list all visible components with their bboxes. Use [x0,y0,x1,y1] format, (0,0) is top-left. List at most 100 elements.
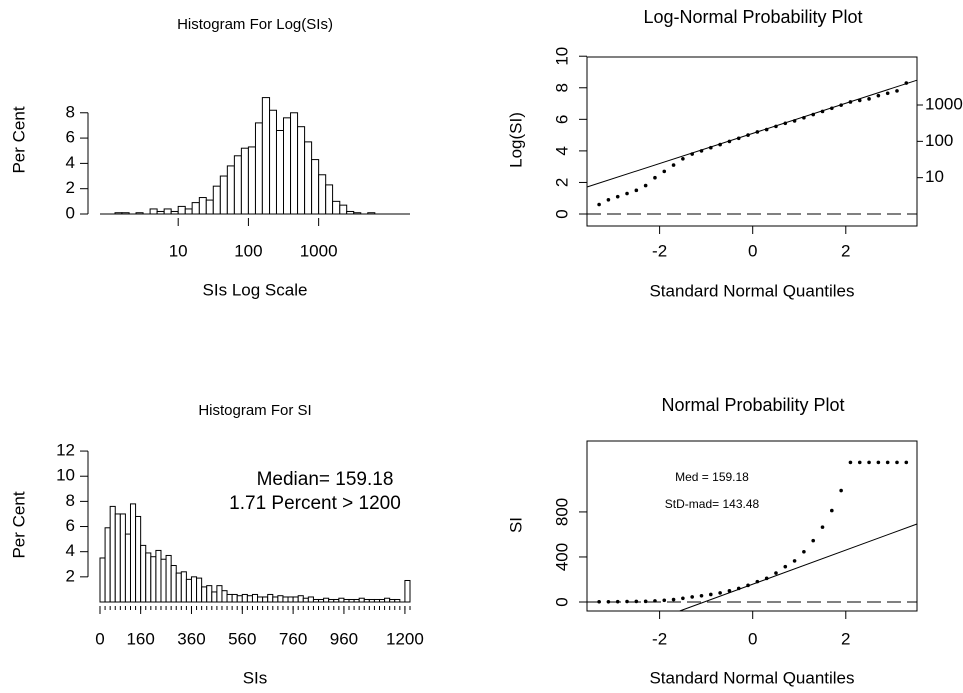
data-point [755,130,760,134]
data-point [774,571,778,575]
x-tick-label: 0 [748,629,757,648]
data-point [718,142,722,147]
bar [150,556,157,603]
data-point [699,594,704,598]
data-point [802,549,806,554]
y-tick-label: 8 [552,83,571,92]
data-point [867,460,871,465]
bar [104,527,111,603]
bar [190,576,198,603]
data-point [671,163,676,167]
bar [307,596,314,603]
bar [318,598,325,603]
y-axis-label: SI [506,517,525,533]
bar [99,557,106,603]
x-tick-label: 360 [177,629,205,648]
bar [373,598,381,603]
annotation: 1.71 Percent > 1200 [229,493,401,514]
bar [170,210,179,215]
bar [198,197,207,215]
y-tick-label: 10 [552,47,571,66]
bar [290,112,299,215]
bar [201,586,208,603]
bar [332,200,341,215]
data-point [653,175,657,180]
data-point [597,202,601,207]
bar [119,513,126,603]
bar [262,596,269,603]
y-axis-label: Log(SI) [506,112,525,168]
data-point [755,579,760,584]
data-point [792,119,797,123]
bar [384,597,391,603]
bar [275,129,285,215]
chart-title: Histogram For Log(SIs) [177,16,333,33]
bar [287,596,294,603]
bar [333,598,340,603]
bar [226,593,233,603]
bar [170,565,177,603]
bar [211,591,218,603]
bar [135,515,142,603]
bar [221,590,228,603]
bar [156,210,165,215]
bar [363,598,370,603]
bar [318,174,327,215]
data-point [736,586,741,591]
data-point [662,169,667,174]
bar [196,577,203,603]
bar [226,165,235,215]
data-point [830,106,834,111]
bar [302,597,309,603]
bar [140,544,147,603]
data-point [746,133,750,137]
bar [297,126,306,215]
bar [312,598,320,603]
y-tick-label: 4 [66,153,75,172]
x-tick-label: 160 [126,629,154,648]
y-tick-label: 8 [66,491,75,510]
data-point [857,460,862,465]
x-tick-label: 2 [841,241,850,260]
bar [121,212,130,215]
bar [109,505,116,603]
bar [394,598,401,603]
bar [283,117,292,215]
bar [338,597,345,603]
data-point [820,525,825,529]
data-point [811,538,816,543]
data-point [634,188,639,193]
x-tick-label: 960 [330,629,358,648]
data-point [876,460,881,465]
bar [175,572,182,603]
data-point [820,109,825,114]
y-tick-label: 12 [56,441,75,460]
bar [404,579,411,603]
x-tick-label: -2 [652,629,667,648]
data-point [606,198,611,202]
plot-frame [586,440,918,612]
annotation: Median= 159.18 [257,469,394,490]
data-point [895,89,899,93]
x-axis-label: Standard Normal Quantiles [649,281,854,300]
chart-title: Normal Probability Plot [661,395,844,415]
x-tick-label: 1000 [300,241,338,260]
bar [165,554,172,603]
data-point [811,112,816,117]
bar [269,109,277,215]
data-point [625,599,629,604]
data-point [727,589,732,593]
bar [219,175,228,215]
data-point [895,460,899,465]
x-tick-label: -2 [652,241,667,260]
data-point [783,564,788,569]
bar [212,185,221,215]
bar [277,595,284,603]
bar [184,208,193,215]
data-point [634,599,639,604]
y-axis-label: Per Cent [9,106,28,173]
bar [368,598,375,603]
bar [254,122,263,215]
annotation: Med = 159.18 [675,470,749,484]
bar [191,202,200,215]
